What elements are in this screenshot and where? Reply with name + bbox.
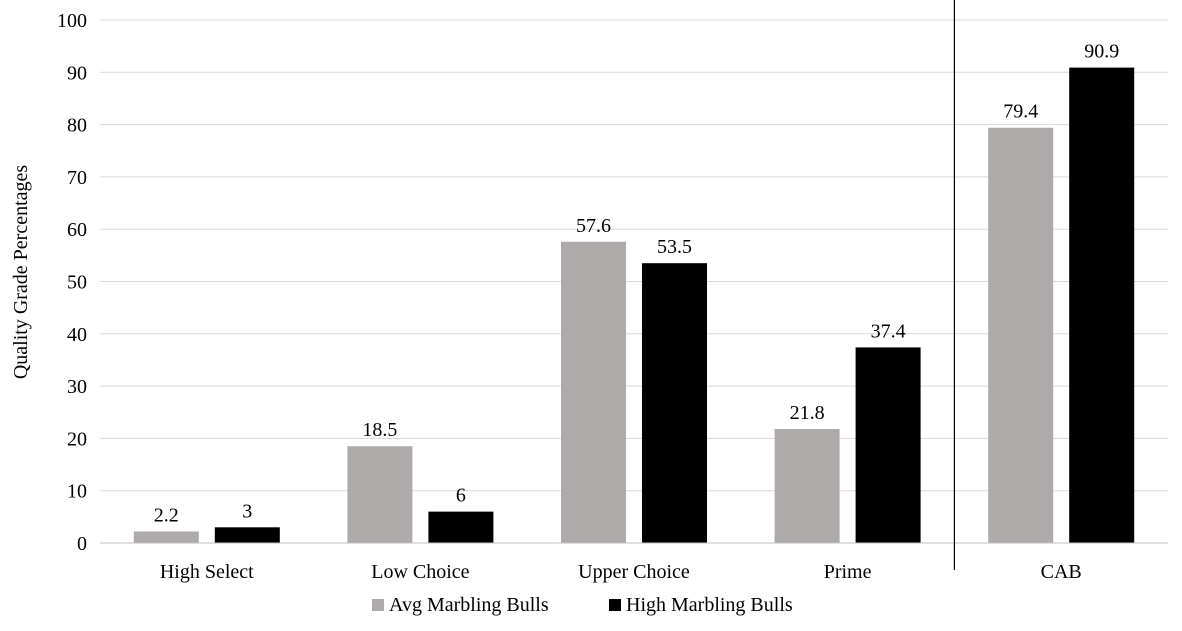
y-tick-label: 90 [67,62,87,84]
legend-swatch [609,599,621,611]
gridlines [100,19,1168,492]
data-label: 37.4 [871,320,906,342]
legend-label: High Marbling Bulls [626,594,793,616]
data-labels: 2.2 3 18.5 6 57.6 53.5 21.8 37.4 79.4 90.9 [154,41,1119,527]
bar [133,531,199,543]
y-axis-ticks: 0 10 20 30 40 50 60 70 80 90 100 [57,10,87,555]
data-label: 90.9 [1084,41,1119,63]
bar [855,347,921,543]
data-label: 3 [242,500,252,522]
y-axis-label: Quality Grade Percentages [10,165,32,380]
x-tick-label: CAB [1041,561,1082,583]
y-tick-label: 40 [67,324,87,346]
bar [774,428,840,543]
bar [347,446,413,543]
bar [561,241,626,543]
bar [988,127,1054,543]
data-label: 57.6 [576,215,611,237]
y-tick-label: 60 [67,219,87,241]
x-tick-label: Upper Choice [578,561,690,583]
y-tick-label: 0 [77,533,87,555]
y-tick-label: 30 [67,376,87,398]
bar [642,263,707,543]
legend-swatch [372,599,384,611]
bar [1069,67,1135,543]
bars [133,67,1135,543]
y-tick-label: 80 [67,115,87,137]
data-label: 6 [456,485,466,507]
y-tick-label: 70 [67,167,87,189]
y-tick-label: 100 [57,10,87,32]
legend-label: Avg Marbling Bulls [389,594,549,616]
data-label: 53.5 [657,236,692,258]
y-tick-label: 20 [67,428,87,450]
x-axis-ticks: High Select Low Choice Upper Choice Prime CA… [160,561,1082,583]
legend: Avg Marbling Bulls High Marbling Bulls [372,594,793,616]
data-label: 18.5 [362,419,397,441]
data-label: 21.8 [790,402,825,424]
data-label: 2.2 [154,504,179,526]
x-tick-label: Low Choice [371,561,469,583]
bar [428,511,494,543]
data-label: 79.4 [1003,101,1038,123]
y-tick-label: 10 [67,481,87,503]
x-tick-label: Prime [824,561,872,583]
x-tick-label: High Select [160,561,254,583]
bar [214,527,280,543]
y-tick-label: 50 [67,272,87,294]
